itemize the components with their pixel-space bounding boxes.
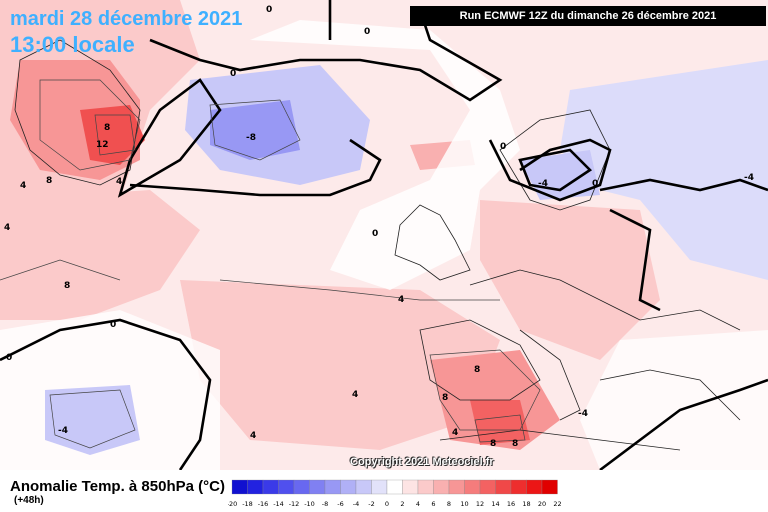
legend-tick-label: 16	[507, 500, 515, 508]
cold-area-scandinavia-russia	[560, 60, 768, 280]
legend-tick-label: -16	[258, 500, 269, 508]
contour-label: 4	[20, 181, 26, 191]
legend-tick-label: -2	[368, 500, 374, 508]
legend-tick-label: -18	[242, 500, 253, 508]
coastlines	[14, 39, 741, 451]
model-run-info: Run ECMWF 12Z du dimanche 26 décembre 20…	[410, 6, 766, 26]
contour-label: 8	[104, 123, 110, 133]
contour-label: 4	[398, 295, 404, 305]
legend-tick-label: 4	[416, 500, 420, 508]
contour-label: 0	[592, 179, 598, 189]
contour-label: 0	[364, 27, 370, 37]
contour-label: -4	[578, 409, 588, 419]
legend-tick-label: -12	[289, 500, 300, 508]
contour-label: 12	[96, 140, 109, 150]
legend-tick-label: 6	[431, 500, 435, 508]
contour-label: -4	[744, 173, 754, 183]
legend-tick-label: 10	[460, 500, 468, 508]
anomaly-area-atlantic-south	[180, 280, 500, 450]
anomaly-area-central-europe	[480, 200, 660, 360]
legend-swatch	[231, 479, 248, 495]
legend-tick-label: -6	[337, 500, 343, 508]
contour-label: 8	[474, 365, 480, 375]
legend-swatch	[247, 479, 264, 495]
forecast-local-time: 13:00 locale	[10, 32, 135, 57]
legend-swatch	[464, 479, 481, 495]
legend-swatch	[293, 479, 310, 495]
copyright-notice: Copyright 2021 Meteociel.fr	[350, 456, 494, 468]
neutral-area-north-atlantic	[250, 20, 520, 290]
legend-tick-label: 14	[491, 500, 499, 508]
contour-label: 0	[110, 320, 116, 330]
contour-label: 4	[250, 431, 256, 441]
cold-core-labrador-sea	[210, 100, 300, 160]
contour-label: 8	[46, 176, 52, 186]
legend-tick-label: 18	[522, 500, 530, 508]
legend-tick-label: -14	[273, 500, 284, 508]
legend-tick-label: 8	[447, 500, 451, 508]
contour-label: 0	[266, 5, 272, 15]
legend-swatch	[433, 479, 450, 495]
contour-label: 0	[372, 229, 378, 239]
contour-label: -4	[58, 426, 68, 436]
contour-label: 0	[230, 69, 236, 79]
legend-swatch	[262, 479, 279, 495]
variable-title: Anomalie Temp. à 850hPa (°C)	[10, 478, 225, 495]
lead-time: (+48h)	[14, 495, 44, 506]
legend-ticks: -20-18-16-14-12-10-8-6-4-202468101214161…	[228, 500, 562, 508]
contour-label: 4	[116, 177, 122, 187]
forecast-date-title: mardi 28 décembre 2021	[10, 8, 243, 30]
contour-label: 0	[6, 353, 12, 363]
legend-tick-label: 0	[385, 500, 389, 508]
contour-label: 8	[442, 393, 448, 403]
legend-swatch	[541, 479, 558, 495]
legend-swatch	[526, 479, 543, 495]
legend-swatch	[402, 479, 419, 495]
legend-tick-label: -10	[304, 500, 315, 508]
anomaly-contours	[0, 79, 541, 449]
legend-swatch	[278, 479, 295, 495]
legend-swatches	[231, 479, 558, 495]
anomaly-core-iberia	[470, 400, 530, 445]
contour-label: -4	[538, 179, 548, 189]
contour-label: 0	[500, 142, 506, 152]
legend-tick-label: -4	[353, 500, 359, 508]
legend-swatch	[510, 479, 527, 495]
legend-swatch	[371, 479, 388, 495]
legend-swatch	[417, 479, 434, 495]
legend-tick-label: 22	[553, 500, 561, 508]
zero-contours	[0, 0, 768, 470]
legend-swatch	[340, 479, 357, 495]
anomaly-core-greenland	[80, 105, 145, 165]
contour-label: 4	[352, 390, 358, 400]
legend-tick-label: 12	[476, 500, 484, 508]
anomaly-area-atlantic-west	[0, 190, 200, 320]
legend-swatch	[355, 479, 372, 495]
legend-swatch	[386, 479, 403, 495]
legend-tick-label: 2	[400, 500, 404, 508]
legend-swatch	[495, 479, 512, 495]
legend-tick-label: -8	[322, 500, 328, 508]
contour-label: 8	[64, 281, 70, 291]
contour-label: 8	[490, 439, 496, 449]
legend-swatch	[448, 479, 465, 495]
contour-label: -8	[246, 133, 256, 143]
legend-swatch	[309, 479, 326, 495]
neutral-area-southeast	[580, 330, 768, 470]
legend-tick-label: 20	[538, 500, 546, 508]
contour-label: 4	[4, 223, 10, 233]
color-scale-legend: -20-18-16-14-12-10-8-6-4-202468101214161…	[228, 479, 562, 508]
legend-swatch	[479, 479, 496, 495]
contour-labels: 0 0 0 0 0 0 0 8 12 8 4 4 8 4 -8 -4 -4 -4…	[4, 5, 754, 449]
contour-label: 8	[512, 439, 518, 449]
contour-label: 4	[452, 428, 458, 438]
legend-swatch	[324, 479, 341, 495]
legend-tick-label: -20	[228, 500, 237, 508]
temperature-anomaly-map: 0 0 0 0 0 0 0 8 12 8 4 4 8 4 -8 -4 -4 -4…	[0, 0, 768, 470]
